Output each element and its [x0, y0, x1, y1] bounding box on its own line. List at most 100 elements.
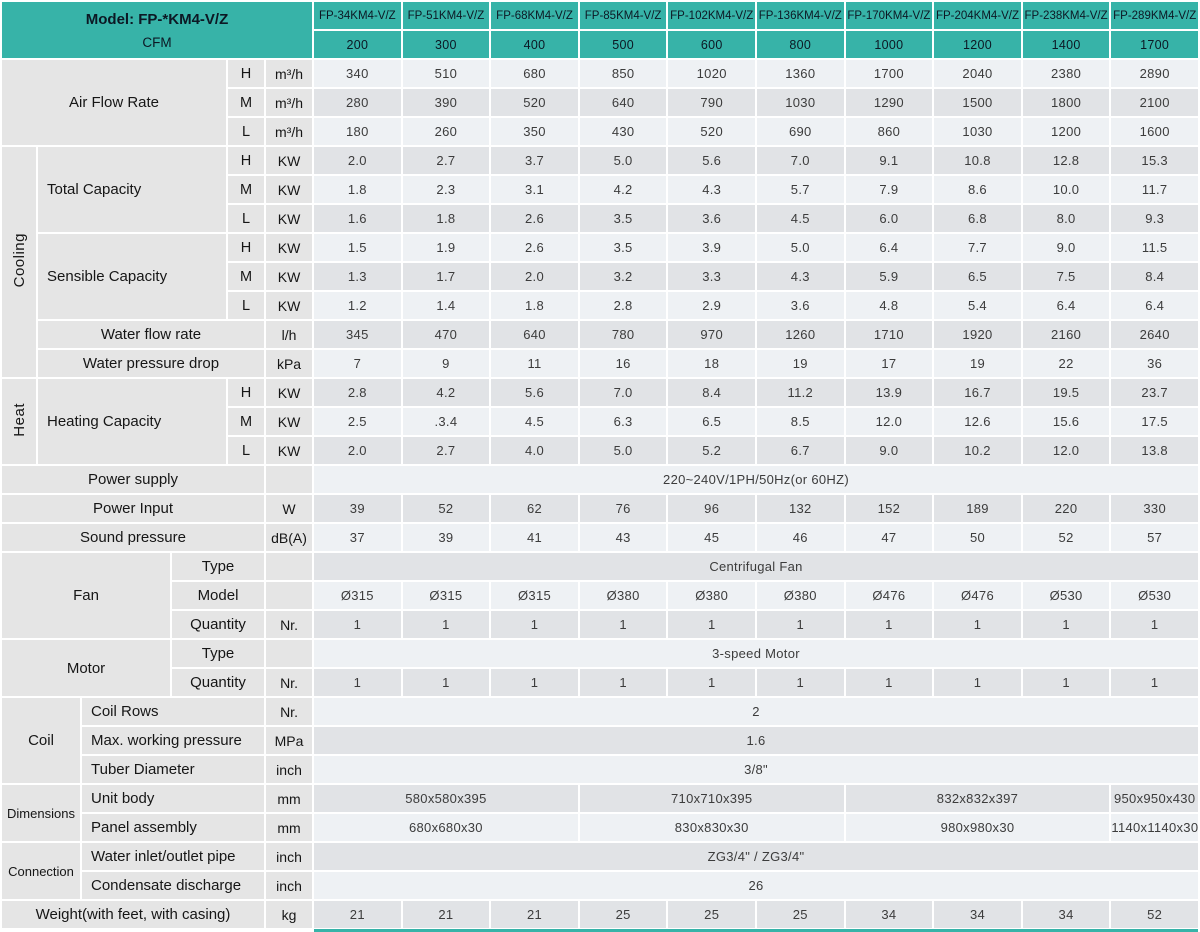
value-cell: 1290	[845, 89, 933, 116]
value-cell: 47	[845, 524, 933, 551]
header-row-models: Model: FP-*KM4-V/Z CFM FP-34KM4-V/Z FP-51…	[2, 2, 1198, 58]
value-cell: Ø530	[1111, 582, 1198, 609]
value-cell: 96	[668, 495, 755, 522]
cfm-value-header: 600	[668, 31, 755, 58]
cropped-next-header-strip	[314, 929, 1198, 932]
value-cell: 12.8	[1022, 147, 1110, 174]
value-cell: 6.3	[579, 408, 667, 435]
value-cell: 11.7	[1111, 176, 1198, 203]
value-cell: 1360	[757, 60, 844, 87]
value-cell: 2640	[1111, 321, 1198, 348]
unit-nr: Nr.	[266, 669, 313, 696]
label-sound-pressure: Sound pressure	[2, 524, 264, 551]
label-fan-type: Type	[172, 553, 264, 580]
label-unit-body: Unit body	[82, 785, 264, 812]
unit-mpa: MPa	[266, 727, 313, 754]
label-water-pipe: Water inlet/outlet pipe	[82, 843, 264, 870]
value-cell: 3.3	[668, 263, 755, 290]
value-cell: 3.5	[579, 205, 667, 232]
value-cell: 7.9	[845, 176, 933, 203]
value-cell: 2.7	[402, 147, 490, 174]
value-cell: 19.5	[1022, 379, 1110, 406]
value-cell: 8.4	[668, 379, 755, 406]
model-column-header: FP-170KM4-V/Z	[845, 2, 933, 29]
value-cell: 4.5	[757, 205, 844, 232]
label-power-input: Power Input	[2, 495, 264, 522]
value-cell: 12.6	[934, 408, 1021, 435]
value-cell: 39	[402, 524, 490, 551]
row-weight: Weight(with feet, with casing) kg 21 21 21…	[2, 901, 1198, 928]
value-cell: 6.7	[757, 437, 844, 464]
row-max-working-pressure: Max. working pressure MPa 1.6	[2, 727, 1198, 754]
label-motor-quantity: Quantity	[172, 669, 264, 696]
value-cell: 12.0	[1022, 437, 1110, 464]
value-cell: 510	[402, 60, 490, 87]
row-total-capacity-m: M KW 1.8 2.3 3.1 4.2 4.3 5.7 7.9 8.6 10.0 11.7	[2, 176, 1198, 203]
value-cell: 1	[314, 611, 401, 638]
label-total-capacity: Total Capacity	[38, 147, 226, 232]
value-cell: 1	[314, 669, 401, 696]
value-cell: 22	[1022, 350, 1110, 377]
value-cell: 1	[845, 611, 933, 638]
model-column-header: FP-289KM4-V/Z	[1111, 2, 1198, 29]
value-cell: 1	[579, 611, 667, 638]
speed-label-l: L	[228, 118, 264, 145]
label-tuber-diameter: Tuber Diameter	[82, 756, 264, 783]
value-cell: 10.0	[1022, 176, 1110, 203]
label-heating-capacity: Heating Capacity	[38, 379, 226, 464]
value-cell: 19	[757, 350, 844, 377]
value-cell: 189	[934, 495, 1021, 522]
dimension-value: 1140x1140x30	[1111, 814, 1198, 841]
value-cell: 34	[1022, 901, 1110, 928]
row-water-flow-rate: Water flow rate l/h 345 470 640 780 970 1260 1…	[2, 321, 1198, 348]
dimension-value: 580x580x395	[314, 785, 578, 812]
value-cell: 1	[668, 611, 755, 638]
speed-label-m: M	[228, 176, 264, 203]
value-cell: 1020	[668, 60, 755, 87]
value-cell: 1710	[845, 321, 933, 348]
unit-m3h: m³/h	[266, 60, 313, 87]
value-cell: 3.6	[757, 292, 844, 319]
row-air-flow-h: Air Flow Rate H m³/h 340 510 680 850 1020 136…	[2, 60, 1198, 145]
row-power-supply: Power supply 220~240V/1PH/50Hz(or 60HZ)	[2, 466, 1198, 493]
row-coil-rows: Coil Coil Rows Nr. 2	[2, 698, 1198, 783]
value-cell: 640	[579, 89, 667, 116]
row-total-capacity-h: Cooling Total Capacity H KW 2.0 2.7 3.7 5.0…	[2, 147, 1198, 377]
unit-kg: kg	[266, 901, 313, 928]
speed-label-m: M	[228, 89, 264, 116]
value-cell: 430	[579, 118, 667, 145]
value-cell: 9.0	[845, 437, 933, 464]
unit-dba: dB(A)	[266, 524, 313, 551]
unit-cell-empty	[266, 466, 313, 493]
value-cell: 1	[934, 669, 1021, 696]
value-cell: 7.5	[1022, 263, 1110, 290]
value-cell: 3.2	[579, 263, 667, 290]
row-water-pipe: Connection Water inlet/outlet pipe inch …	[2, 843, 1198, 899]
speed-label-l: L	[228, 205, 264, 232]
value-cell: 12.0	[845, 408, 933, 435]
value-cell: 6.4	[845, 234, 933, 261]
value-cell: 9	[402, 350, 490, 377]
value-cell: 3.7	[491, 147, 578, 174]
value-cell: 43	[579, 524, 667, 551]
value-cell: Ø315	[491, 582, 578, 609]
value-cell: 76	[579, 495, 667, 522]
value-cell: 330	[1111, 495, 1198, 522]
speed-label-m: M	[228, 263, 264, 290]
value-cell: 41	[491, 524, 578, 551]
condensate-value: 26	[314, 872, 1198, 899]
value-cell: Ø380	[668, 582, 755, 609]
speed-label-h: H	[228, 60, 264, 87]
unit-nr: Nr.	[266, 611, 313, 638]
cfm-value-header: 200	[314, 31, 401, 58]
unit-cell-empty	[266, 582, 313, 609]
model-column-header: FP-51KM4-V/Z	[402, 2, 490, 29]
value-cell: 2160	[1022, 321, 1110, 348]
value-cell: 10.8	[934, 147, 1021, 174]
value-cell: 1.4	[402, 292, 490, 319]
value-cell: 34	[934, 901, 1021, 928]
value-cell: 50	[934, 524, 1021, 551]
value-cell: 1	[491, 669, 578, 696]
row-fan-type: Fan Type Centrifugal Fan	[2, 553, 1198, 638]
value-cell: 1030	[934, 118, 1021, 145]
